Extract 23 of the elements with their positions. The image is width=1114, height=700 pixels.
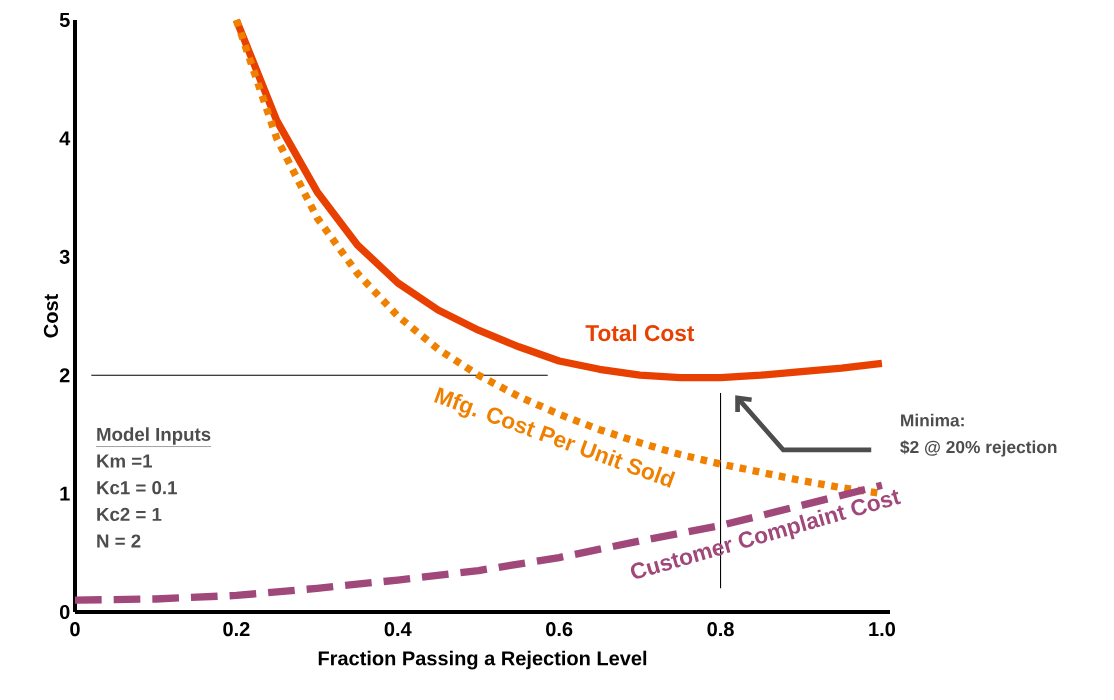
series-label: Total Cost <box>585 324 695 342</box>
annotation: Kc2 = 1 <box>97 507 162 521</box>
annotation: N = 2 <box>97 534 141 548</box>
x-tick-label: 0.8 <box>707 622 734 637</box>
x-tick-label: 0.2 <box>223 622 250 637</box>
y-tick-label: 5 <box>59 13 70 27</box>
text: Mfg. Cost Per Unit Sold <box>434 387 676 488</box>
y-tick-label: 1 <box>60 486 70 501</box>
annotation: Model Inputs <box>97 427 211 445</box>
y-axis-title: Cost <box>43 294 59 338</box>
x-axis-title: Fraction Passing a Rejection Level <box>318 650 647 670</box>
x-tick-label: 0 <box>70 622 80 637</box>
x-tick-label: 0.6 <box>546 622 573 637</box>
annotation: Kc1 = 0.1 <box>97 481 177 495</box>
annotation: Km =1 <box>97 454 153 468</box>
text: $2 @ 20% rejection <box>900 440 1057 457</box>
text: Minima: <box>901 413 964 427</box>
y-tick-label: 0 <box>59 604 70 620</box>
x-tick-label: 1.0 <box>869 622 896 637</box>
y-tick-label: 2 <box>59 368 70 383</box>
x-tick-label: 0.4 <box>384 622 412 637</box>
y-tick-label: 3 <box>59 249 70 264</box>
y-tick-label: 4 <box>59 131 71 146</box>
